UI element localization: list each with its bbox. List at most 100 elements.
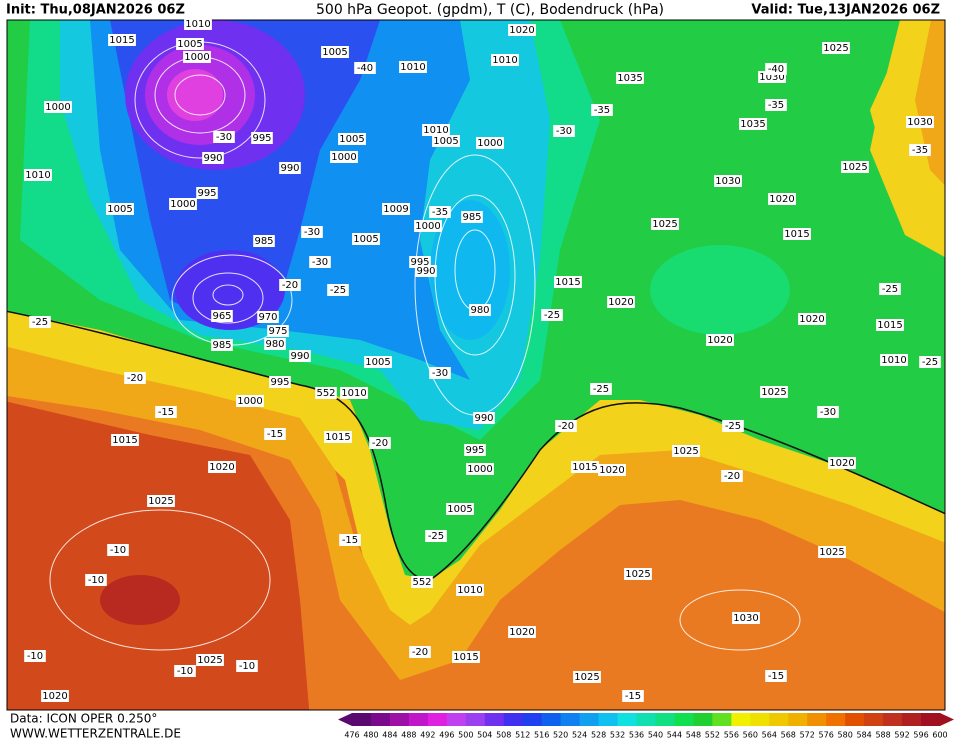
temperature-label-box bbox=[765, 99, 787, 111]
temperature-label: -30 bbox=[304, 227, 320, 238]
colorbar-label: 544 bbox=[667, 731, 682, 740]
colorbar-label: 588 bbox=[875, 731, 890, 740]
temperature-label: -20 bbox=[412, 647, 428, 658]
pressure-label: 1000 bbox=[477, 138, 502, 149]
colorbar-label: 584 bbox=[856, 731, 871, 740]
pressure-label-box bbox=[196, 187, 218, 199]
colorbar-label: 484 bbox=[382, 731, 397, 740]
colorbar-label: 504 bbox=[477, 731, 492, 740]
temperature-label: -20 bbox=[282, 280, 298, 291]
pressure-label-box bbox=[202, 152, 224, 164]
temperature-label: -15 bbox=[768, 671, 784, 682]
colorbar-swatch bbox=[864, 713, 884, 726]
pressure-label: 1020 bbox=[608, 297, 633, 308]
pressure-label-box bbox=[841, 161, 869, 173]
pressure-label-box bbox=[760, 386, 788, 398]
temperature-label: -40 bbox=[357, 63, 373, 74]
pressure-label-box bbox=[651, 218, 679, 230]
pressure-label-box bbox=[476, 137, 504, 149]
colorbar-swatch bbox=[693, 713, 713, 726]
pressure-label-box bbox=[624, 568, 652, 580]
colorbar-swatch bbox=[427, 713, 448, 726]
pressure-label-box bbox=[473, 412, 495, 424]
pressure-label: 1015 bbox=[325, 432, 350, 443]
pressure-label: 1000 bbox=[331, 152, 356, 163]
colorbar-swatch bbox=[769, 713, 789, 726]
pressure-label: 1010 bbox=[881, 355, 906, 366]
pressure-label-box bbox=[768, 193, 796, 205]
pressure-label: 1010 bbox=[400, 62, 425, 73]
pressure-label: 1015 bbox=[877, 320, 902, 331]
pressure-label: 995 bbox=[252, 133, 271, 144]
pressure-label: 1025 bbox=[823, 43, 848, 54]
pressure-label-box bbox=[364, 356, 392, 368]
pressure-label: 1005 bbox=[322, 47, 347, 58]
pressure-label: 1035 bbox=[740, 119, 765, 130]
temperature-label: -15 bbox=[267, 429, 283, 440]
pressure-label-box bbox=[267, 325, 289, 337]
temperature-label: -20 bbox=[724, 471, 740, 482]
pressure-label: 1005 bbox=[353, 234, 378, 245]
pressure-label: 1010 bbox=[492, 55, 517, 66]
pressure-label: 1020 bbox=[209, 462, 234, 473]
map-labels: 1010 1015 1005 1000 1005 1010 1020 1010 1000 995 9… bbox=[24, 18, 941, 702]
pressure-label-box bbox=[432, 135, 460, 147]
pressure-label: 1009 bbox=[383, 204, 408, 215]
colorbar-label: 556 bbox=[724, 731, 739, 740]
temperature-label-box bbox=[279, 279, 301, 291]
pressure-label: 1005 bbox=[433, 136, 458, 147]
temperature-label: -15 bbox=[158, 407, 174, 418]
pressure-label-box bbox=[236, 395, 264, 407]
pressure-label-box bbox=[818, 546, 846, 558]
pressure-label: 1010 bbox=[25, 170, 50, 181]
map-frame bbox=[6, 19, 946, 711]
pressure-label: 995 bbox=[410, 257, 429, 268]
pressure-label-box bbox=[289, 350, 311, 362]
colorbar-swatch bbox=[352, 713, 372, 726]
temperature-label-box bbox=[264, 428, 286, 440]
pressure-label-box bbox=[422, 124, 450, 136]
pressure-label: 980 bbox=[470, 305, 489, 316]
temperature-label: -10 bbox=[27, 651, 43, 662]
temperature-label-box bbox=[354, 62, 376, 74]
colorbar-label: 540 bbox=[648, 731, 663, 740]
pressure-label: 1015 bbox=[555, 277, 580, 288]
colorbar-label: 576 bbox=[819, 731, 834, 740]
pressure-label: 1010 bbox=[185, 19, 210, 30]
temperature-label-box bbox=[590, 383, 612, 395]
pressure-label-box bbox=[330, 151, 358, 163]
temperature-label: -25 bbox=[544, 310, 560, 321]
temperature-label-box bbox=[541, 309, 563, 321]
colorbar-label: 480 bbox=[363, 731, 378, 740]
pressure-label: 1000 bbox=[415, 221, 440, 232]
colorbar-swatch bbox=[465, 713, 486, 726]
temperature-label-box bbox=[155, 406, 177, 418]
pressure-label-box bbox=[279, 162, 301, 174]
pressure-label: 1025 bbox=[148, 496, 173, 507]
temperature-label: -25 bbox=[428, 531, 444, 542]
pressure-label-box bbox=[415, 265, 437, 277]
colorbar-swatch bbox=[731, 713, 751, 726]
pressure-label-box bbox=[169, 198, 197, 210]
temperature-label: -10 bbox=[239, 661, 255, 672]
pressure-label-box bbox=[554, 276, 582, 288]
pressure-label-box bbox=[739, 118, 767, 130]
temperature-label-box bbox=[909, 144, 931, 156]
pressure-label-box bbox=[211, 310, 233, 322]
low-patch bbox=[650, 245, 790, 335]
temperature-label-box bbox=[213, 131, 235, 143]
pressure-label: 1015 bbox=[453, 652, 478, 663]
temperature-label-box bbox=[24, 650, 46, 662]
pressure-label-box bbox=[880, 354, 908, 366]
temperature-label: -10 bbox=[110, 545, 126, 556]
pressure-label: 970 bbox=[258, 312, 277, 323]
colorbar-swatch bbox=[845, 713, 865, 726]
pressure-label: 1025 bbox=[842, 162, 867, 173]
temperature-label-box bbox=[174, 665, 196, 677]
temperature-label-box bbox=[301, 226, 323, 238]
pressure-label-box bbox=[573, 671, 601, 683]
low-core bbox=[175, 250, 285, 330]
colorbar-swatch bbox=[674, 713, 694, 726]
pressure-label-box bbox=[571, 461, 599, 473]
temperature-label-box bbox=[721, 470, 743, 482]
